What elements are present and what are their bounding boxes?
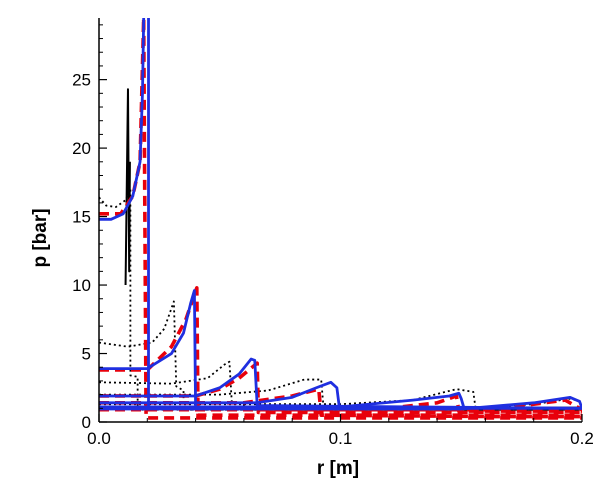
axes-layer: r [m] p [bar] 0 5 10 15 20 25 0.0 0.1 0.2: [30, 18, 594, 479]
x-tick-label-2: 0.2: [570, 429, 594, 448]
series-line-1: [99, 300, 582, 411]
series-line-17: [99, 357, 582, 410]
series-line-8: [99, 17, 582, 420]
series-line-14: [99, 17, 146, 221]
series-group: [99, 17, 582, 420]
x-tick-label-1: 0.1: [329, 429, 353, 448]
series-line-16: [99, 289, 197, 409]
x-axis-label: r [m]: [317, 458, 359, 479]
series-line-20: [99, 395, 582, 411]
y-tick-label-2: 10: [72, 276, 91, 295]
y-tick-label-0: 0: [82, 413, 91, 432]
y-tick-label-5: 25: [72, 71, 91, 90]
y-axis-label: p [bar]: [30, 208, 51, 267]
series-line-2: [99, 360, 582, 411]
series-line-4: [99, 388, 582, 411]
series-line-18: [99, 380, 341, 408]
y-tick-label-4: 20: [72, 139, 91, 158]
series-line-19: [99, 391, 466, 409]
series-layer: [99, 17, 582, 420]
series-line-0: [99, 188, 582, 411]
series-line-15: [147, 18, 582, 410]
x-tick-label-0: 0.0: [87, 429, 111, 448]
series-line-3: [99, 378, 582, 411]
series-line-6: [124, 88, 131, 286]
y-tick-label-1: 5: [82, 345, 91, 364]
y-tick-label-3: 15: [72, 208, 91, 227]
